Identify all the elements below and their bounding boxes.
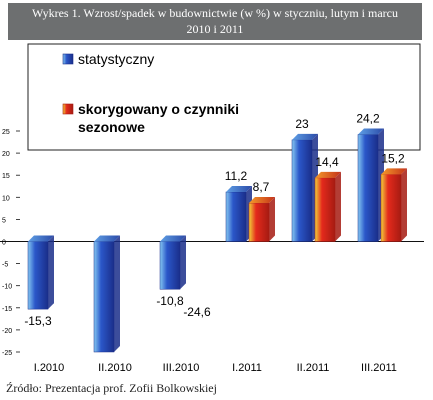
bar-statystyczny-3-front <box>225 191 247 242</box>
x-tick-label: II.2011 <box>297 362 330 374</box>
data-label-skorygowany-4: 14,4 <box>315 155 339 169</box>
bar-skorygowany-3-top <box>249 197 275 204</box>
bar-statystyczny-5-front <box>357 134 379 242</box>
bar-statystyczny-4-front <box>291 139 313 242</box>
bar-skorygowany-4-front <box>314 177 336 242</box>
bar-statystyczny-2-front <box>159 241 181 290</box>
bar-statystyczny-3 <box>225 185 252 242</box>
data-label-skorygowany-3: 8,7 <box>253 180 270 194</box>
legend-swatch-statystyczny <box>62 53 74 65</box>
bar-statystyczny-0 <box>27 235 54 310</box>
chart-title: Wykres 1. Wzrost/spadek w budownictwie (… <box>8 3 422 40</box>
bar-skorygowany-5-front <box>380 174 402 242</box>
y-tick-label: -10 <box>2 284 12 291</box>
data-labels: -15,3 -10,8-24,6 11,2 8,7 23 14,4 24,2 15,2 <box>24 112 405 329</box>
x-tick-label: III.2010 <box>163 362 200 374</box>
bar-statystyczny-4-top <box>292 133 318 140</box>
legend-label-skorygowany-line-2: sezonowe <box>78 119 145 135</box>
data-label-skorygowany-2: -24,6 <box>183 305 211 319</box>
bar-statystyczny-1-top <box>94 235 120 242</box>
y-tick-label: 15 <box>2 173 10 180</box>
data-label-statystyczny-2: -10,8 <box>156 294 184 308</box>
bar-statystyczny-5-top <box>358 128 384 135</box>
legend-swatch-skorygowany <box>62 103 74 115</box>
y-tick-label: 5 <box>2 217 6 224</box>
bar-skorygowany-3 <box>248 197 275 242</box>
bar-statystyczny-2-top <box>160 235 186 242</box>
bar-skorygowany-4-top <box>315 171 341 178</box>
y-tick-label: -25 <box>2 350 12 357</box>
bar-statystyczny-0-side <box>48 235 54 310</box>
bar-chart: statystyczny skorygowany o czynniki sezon… <box>0 43 424 374</box>
legend-box <box>27 43 421 151</box>
bar-statystyczny-5 <box>357 128 384 242</box>
data-label-statystyczny-3: 11,2 <box>225 169 248 183</box>
legend-label-statystyczny: statystyczny <box>78 51 154 67</box>
x-tick-label: I.2011 <box>232 362 262 374</box>
bar-skorygowany-5-top <box>381 168 407 175</box>
bar-statystyczny-0-top <box>28 235 54 242</box>
bar-statystyczny-0-front <box>27 241 49 310</box>
bar-skorygowany-4-side <box>335 171 341 242</box>
bar-statystyczny-3-top <box>226 185 252 192</box>
bars <box>27 128 407 353</box>
data-label-statystyczny-5: 24,2 <box>356 112 380 126</box>
chart-title-line-1: Wykres 1. Wzrost/spadek w budownictwie (… <box>32 6 398 20</box>
bar-skorygowany-5-side <box>401 168 407 242</box>
bar-statystyczny-1 <box>93 235 120 353</box>
bar-statystyczny-2 <box>159 235 186 290</box>
chart-title-line-2: 2010 i 2011 <box>186 22 244 36</box>
y-tick-label: -15 <box>2 306 12 313</box>
x-tick-label: III.2011 <box>361 362 397 374</box>
y-axis: 25 20 15 10 5 0 -5 -10 -15 -20 -25 <box>0 129 424 357</box>
y-tick-label: -20 <box>2 328 12 335</box>
data-label-skorygowany-5: 15,2 <box>381 151 405 165</box>
y-tick-label: 10 <box>2 195 10 202</box>
bar-statystyczny-1-side <box>114 235 120 352</box>
bar-skorygowany-3-side <box>269 197 275 242</box>
data-label-statystyczny-0: -15,3 <box>24 314 52 328</box>
bar-skorygowany-3-front <box>248 202 270 242</box>
y-tick-label: 0 <box>2 240 6 247</box>
y-tick-label: 25 <box>2 129 10 136</box>
bar-statystyczny-2-side <box>180 235 186 290</box>
x-tick-label: I.2010 <box>34 362 65 374</box>
y-tick-label: 20 <box>2 151 10 158</box>
bar-skorygowany-4 <box>314 171 341 242</box>
x-axis-labels: I.2010 II.2010 III.2010 I.2011 II.2011 III.20… <box>34 362 397 374</box>
y-tick-label: -5 <box>2 262 8 269</box>
x-tick-label: II.2010 <box>98 362 132 374</box>
source-note: Źródło: Prezentacja prof. Zofii Bolkowsk… <box>6 381 217 395</box>
data-label-statystyczny-4: 23 <box>295 117 309 131</box>
bar-skorygowany-5 <box>380 168 407 242</box>
bar-statystyczny-4 <box>291 133 318 242</box>
bar-statystyczny-1-front <box>93 241 115 353</box>
